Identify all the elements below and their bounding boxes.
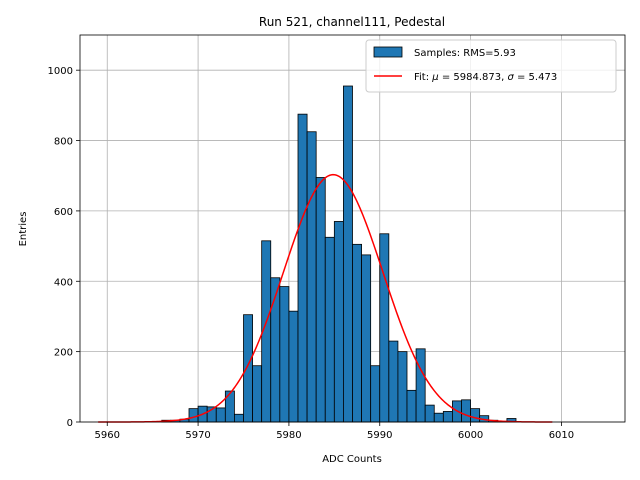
y-axis-ticks: 0 200 400 600 800 1000 [48, 66, 80, 429]
histogram-bar [406, 389, 417, 423]
y-tick-label: 600 [54, 207, 73, 218]
x-tick-label: 5990 [367, 430, 392, 441]
histogram-bar [279, 286, 290, 423]
y-tick-label: 200 [54, 348, 73, 359]
legend-box [365, 39, 617, 93]
y-tick-label: 400 [54, 277, 73, 288]
histogram-bar [270, 277, 281, 423]
fit-curve [98, 173, 553, 423]
histogram-bar [234, 413, 244, 423]
histogram-bars [161, 85, 517, 423]
histogram-bar [306, 131, 317, 423]
y-axis-label: Entries [18, 212, 29, 247]
x-tick-label: 5970 [185, 430, 210, 441]
legend-label-fit: Fit: μ = 5984.873, σ = 5.473 [414, 72, 557, 83]
histogram-bar [188, 408, 199, 423]
chart-title: Run 521, channel111, Pedestal [259, 15, 445, 29]
histogram-bar [415, 348, 426, 423]
histogram-bar [324, 236, 335, 423]
histogram-bar [379, 233, 390, 423]
histogram-bar [224, 390, 235, 423]
y-tick-label: 800 [54, 137, 73, 148]
histogram-bar [433, 412, 444, 423]
histogram-bar [288, 310, 299, 423]
histogram-bar [252, 365, 263, 423]
histogram-bar [442, 411, 453, 423]
y-tick-label: 0 [67, 418, 73, 429]
histogram-bar [215, 407, 226, 423]
x-tick-label: 6000 [458, 430, 483, 441]
histogram-bar [470, 408, 481, 423]
legend-label-samples: Samples: RMS=5.93 [414, 48, 516, 59]
histogram-bar [333, 221, 344, 423]
histogram-bar [424, 404, 435, 423]
x-axis-label: ADC Counts [322, 454, 382, 465]
y-tick-label: 1000 [48, 66, 73, 77]
histogram-bar [461, 399, 471, 423]
x-tick-label: 6010 [549, 430, 574, 441]
legend: Samples: RMS=5.93 Fit: μ = 5984.873, σ =… [365, 39, 617, 93]
histogram-bar [343, 85, 353, 423]
x-axis-ticks: 5960 5970 5980 5990 6000 6010 [95, 422, 574, 441]
histogram-bar [361, 254, 372, 423]
histogram-bar [297, 113, 308, 423]
histogram-bar [243, 314, 253, 423]
histogram-bar [370, 365, 381, 423]
histogram-bar [352, 243, 362, 423]
histogram-bar [315, 177, 326, 423]
legend-swatch-samples [373, 46, 403, 58]
axes-frame [79, 34, 626, 423]
histogram-bar [397, 351, 408, 423]
histogram-bar [388, 340, 399, 423]
x-tick-label: 5980 [276, 430, 301, 441]
x-tick-label: 5960 [95, 430, 120, 441]
